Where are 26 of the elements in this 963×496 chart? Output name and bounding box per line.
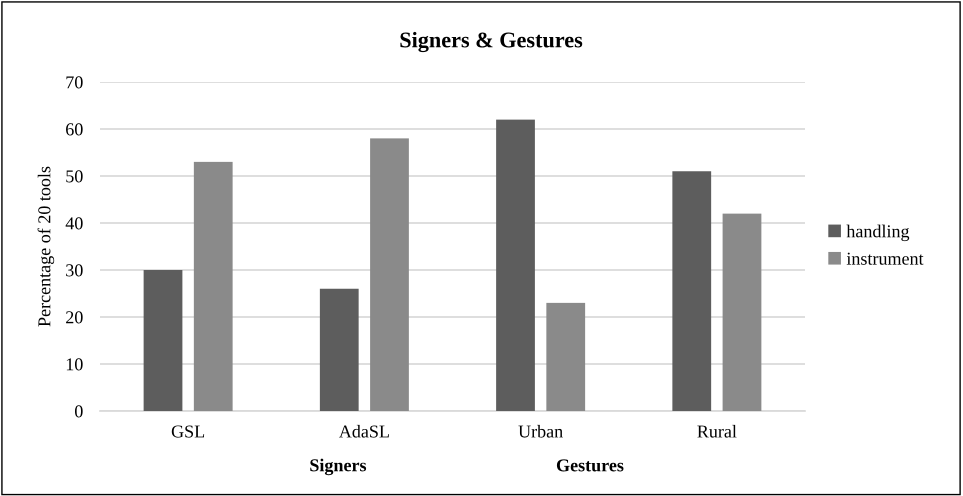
y-tick-label: 10 <box>66 358 83 370</box>
legend-label: instrument <box>846 252 924 265</box>
bar <box>144 270 182 411</box>
bar <box>194 162 233 411</box>
bar <box>722 214 762 411</box>
bar <box>672 171 712 411</box>
y-axis-title: Percentage of 20 tools <box>38 166 54 326</box>
x-tick-label: GSL <box>172 425 204 438</box>
x-tick-label: Rural <box>697 424 737 438</box>
x-tick-label: Urban <box>518 424 563 438</box>
y-tick-label: 70 <box>66 76 83 88</box>
bar <box>496 120 535 411</box>
legend-label: handling <box>846 224 910 242</box>
bar <box>320 288 359 411</box>
y-tick-label: 60 <box>66 123 83 136</box>
bar <box>370 138 409 411</box>
y-tick-label: 0 <box>74 405 83 418</box>
y-tick-label: 40 <box>66 217 83 230</box>
text: Gestures <box>556 459 624 472</box>
y-tick-label: 50 <box>66 170 83 182</box>
bar <box>546 302 586 411</box>
y-tick-label: 20 <box>66 311 83 324</box>
text: Signers <box>310 458 366 476</box>
chart-title: Signers & Gestures <box>400 32 582 52</box>
y-tick-label: 30 <box>66 264 83 276</box>
x-tick-label: AdaSL <box>338 424 389 438</box>
